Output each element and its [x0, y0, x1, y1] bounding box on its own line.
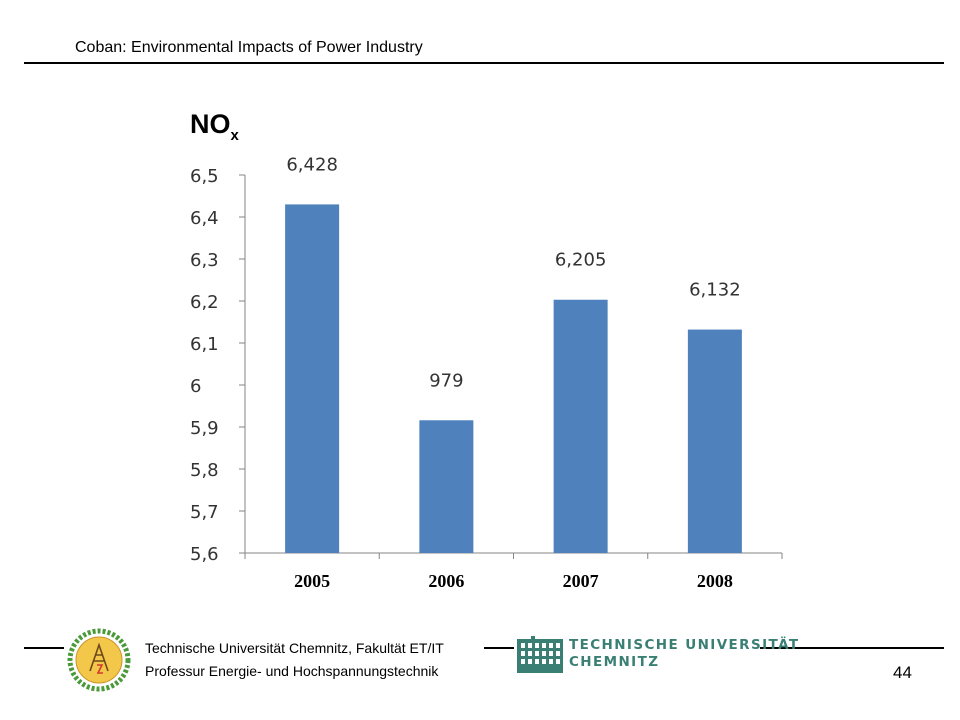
slide-title: Coban: Environmental Impacts of Power In… — [75, 39, 423, 56]
page-number: 44 — [893, 663, 912, 682]
y-tick-label: 6,5 — [190, 166, 219, 187]
y-tick-label: 6 — [190, 376, 201, 397]
chart-title-main: NO — [190, 109, 231, 139]
tu-chemnitz-wordmark: TECHNISCHE UNIVERSITÄT CHEMNITZ — [569, 637, 799, 671]
y-tick-label: 6,3 — [190, 250, 219, 271]
bar-2005 — [285, 204, 340, 553]
x-tick-label-2006: 2006 — [428, 571, 464, 591]
footer-rule-right — [760, 647, 944, 649]
y-tick-label: 6,4 — [190, 208, 219, 229]
data-label-2005: 6,428 — [286, 154, 338, 175]
y-tick-label: 6,2 — [190, 292, 219, 313]
y-tick-label: 5,7 — [190, 502, 219, 523]
y-tick-label: 5,8 — [190, 460, 219, 481]
chart-title: NOx — [190, 109, 240, 144]
data-label-2006: 979 — [429, 370, 463, 391]
tu-wordmark-line1: TECHNISCHE UNIVERSITÄT — [569, 637, 800, 653]
footer-rule-left — [24, 647, 64, 649]
x-tick-label-2008: 2008 — [697, 571, 733, 591]
data-label-2008: 6,132 — [689, 280, 741, 301]
tu-wordmark-line2: CHEMNITZ — [569, 654, 660, 670]
footer-rule-middle — [484, 647, 514, 649]
bar-2008 — [687, 329, 742, 553]
department-logo-icon — [67, 628, 131, 692]
bar-2007 — [553, 299, 608, 553]
chart-title-subscript: x — [231, 127, 240, 144]
footer-line-faculty: Technische Universität Chemnitz, Fakultä… — [145, 640, 444, 656]
header-divider — [24, 62, 944, 64]
plot-area: 5,6 5,7 5,8 5,9 6 6,1 6,2 6,3 6,4 6,5 6,428 2005 979… — [190, 154, 783, 591]
tu-chemnitz-building-icon — [517, 636, 563, 673]
x-tick-label-2005: 2005 — [294, 571, 330, 591]
y-tick-label: 5,9 — [190, 418, 219, 439]
data-label-2007: 6,205 — [555, 250, 607, 271]
x-tick-label-2007: 2007 — [563, 571, 599, 591]
y-tick-label: 5,6 — [190, 544, 219, 565]
footer-line-chair: Professur Energie- und Hochspannungstech… — [145, 663, 439, 679]
footer-affiliation: Technische Universität Chemnitz, Fakultä… — [145, 637, 444, 683]
bar-2006 — [419, 420, 474, 553]
y-tick-label: 6,1 — [190, 334, 219, 355]
